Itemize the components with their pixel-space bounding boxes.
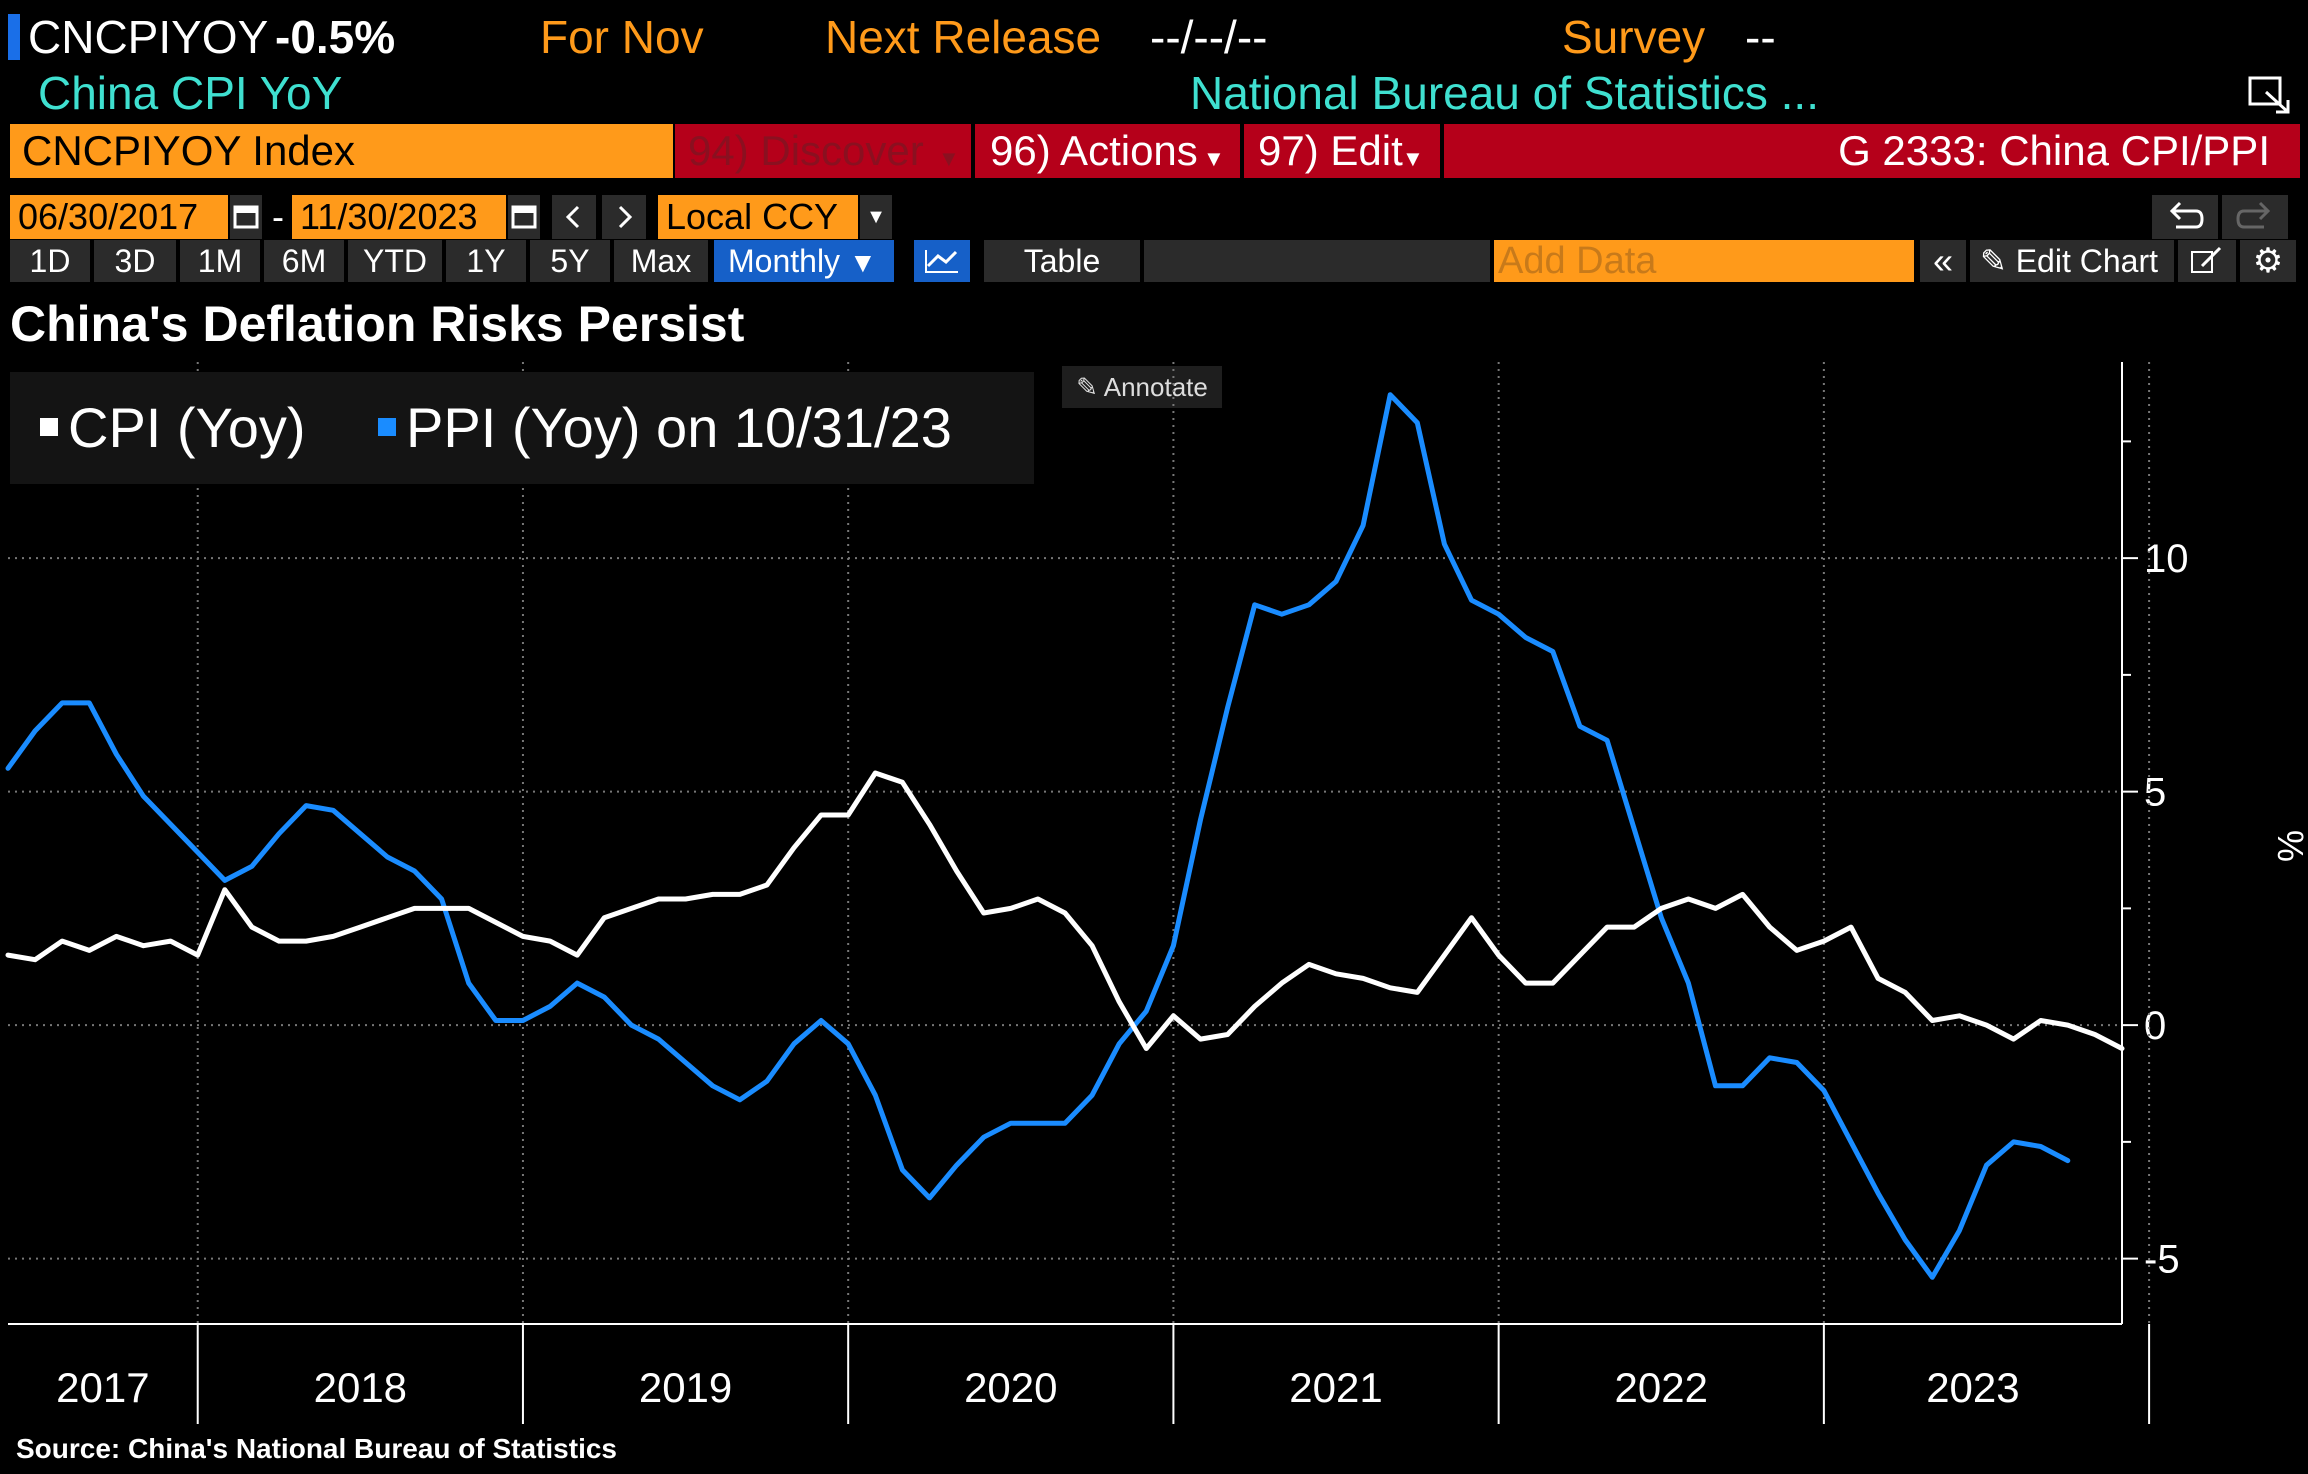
source-note: Source: China's National Bureau of Stati… <box>16 1433 618 1464</box>
survey-value: -- <box>1745 11 1776 63</box>
range-6m-button[interactable]: 6M <box>264 240 344 282</box>
chart-title: China's Deflation Risks Persist <box>10 296 745 352</box>
for-period: For Nov <box>540 11 704 63</box>
legend-cpi-swatch <box>40 418 58 436</box>
separator <box>1440 124 1444 178</box>
actions-button[interactable]: 96) Actions <box>990 127 1198 174</box>
latest-value: -0.5% <box>275 11 396 63</box>
next-release-label: Next Release <box>825 11 1102 63</box>
annotate-label: Annotate <box>1103 372 1208 402</box>
edit-chart-label: Edit Chart <box>2015 243 2158 279</box>
legend-ppi-label: PPI (Yoy) on 10/31/23 <box>406 398 952 458</box>
pop-out-icon[interactable] <box>2246 74 2294 118</box>
toolbar-filler <box>1144 240 1490 282</box>
security-field[interactable]: CNCPIYOY Index <box>10 124 673 178</box>
chevron-right-icon[interactable] <box>602 195 646 239</box>
edit-chart-button[interactable]: ✎ Edit Chart <box>1970 240 2174 282</box>
x-tick-label: 2020 <box>964 1364 1057 1411</box>
chevron-left-icon[interactable] <box>552 195 596 239</box>
edit-icon[interactable] <box>2178 240 2236 282</box>
command-bar <box>675 124 2300 178</box>
ticker-marker <box>8 14 20 60</box>
legend-cpi-label: CPI (Yoy) <box>68 396 306 459</box>
dropdown-arrow-icon: ▼ <box>848 247 877 278</box>
subtitle: China CPI YoY <box>38 67 343 119</box>
date-separator: - <box>272 196 284 237</box>
gear-icon[interactable]: ⚙ <box>2240 240 2296 282</box>
add-data-input[interactable]: Add Data <box>1494 240 1914 282</box>
ticker-symbol: CNCPIYOY <box>28 11 269 63</box>
x-tick-label: 2017 <box>56 1364 149 1411</box>
survey-label: Survey <box>1562 11 1706 63</box>
legend-ppi-date: on 10/31/23 <box>656 396 952 459</box>
y-tick-label: 0 <box>2144 1004 2166 1048</box>
next-release-value: --/--/-- <box>1150 11 1268 63</box>
separator <box>971 124 975 178</box>
currency-select[interactable]: Local CCY <box>658 195 858 239</box>
range-max-button[interactable]: Max <box>614 240 708 282</box>
undo-icon[interactable] <box>2152 195 2218 239</box>
legend <box>10 372 1034 484</box>
table-button[interactable]: Table <box>984 240 1140 282</box>
legend-ppi-swatch <box>378 418 396 436</box>
separator <box>1240 124 1244 178</box>
source-name[interactable]: National Bureau of Statistics ... <box>1190 67 1819 119</box>
y-tick-label: 5 <box>2144 771 2166 815</box>
dropdown-arrow-icon[interactable]: ▼ <box>860 195 892 239</box>
ppi-series-line <box>5 392 2071 1280</box>
range-5y-button[interactable]: 5Y <box>530 240 610 282</box>
periodicity-label: Monthly <box>728 243 841 279</box>
legend-ppi-name: PPI (Yoy) <box>406 396 641 459</box>
start-date-field[interactable]: 06/30/2017 <box>10 195 228 239</box>
actions-dropdown-icon: ▼ <box>1203 146 1225 171</box>
x-tick-label: 2021 <box>1289 1364 1382 1411</box>
y-axis-label: % <box>2270 830 2308 862</box>
calendar-icon[interactable] <box>230 195 262 239</box>
double-chevron-left-icon[interactable]: « <box>1920 240 1966 282</box>
discover-button[interactable]: 94) Discover <box>688 127 924 174</box>
calendar-icon[interactable] <box>508 195 540 239</box>
pencil-icon: ✎ <box>1076 372 1098 402</box>
x-tick-label: 2022 <box>1615 1364 1708 1411</box>
x-tick-label: 2023 <box>1926 1364 2019 1411</box>
annotate-button[interactable]: ✎ Annotate <box>1062 366 1222 408</box>
edit-button[interactable]: 97) Edit <box>1258 127 1403 174</box>
range-3d-button[interactable]: 3D <box>94 240 176 282</box>
range-1d-button[interactable]: 1D <box>10 240 90 282</box>
x-tick-label: 2018 <box>314 1364 407 1411</box>
end-date-field[interactable]: 11/30/2023 <box>292 195 506 239</box>
range-1m-button[interactable]: 1M <box>180 240 260 282</box>
discover-dropdown-icon: ▼ <box>938 146 960 171</box>
range-ytd-button[interactable]: YTD <box>348 240 442 282</box>
function-title: G 2333: China CPI/PPI <box>1838 127 2270 174</box>
cpi-series-line <box>5 770 2125 1051</box>
edit-dropdown-icon: ▼ <box>1402 146 1424 171</box>
range-1y-button[interactable]: 1Y <box>446 240 526 282</box>
y-tick-label: 10 <box>2144 537 2189 581</box>
line-chart-icon[interactable] <box>914 240 970 282</box>
pencil-icon: ✎ <box>1980 243 2007 279</box>
redo-icon[interactable] <box>2222 195 2288 239</box>
periodicity-select[interactable]: Monthly ▼ <box>714 240 894 282</box>
x-tick-label: 2019 <box>639 1364 732 1411</box>
